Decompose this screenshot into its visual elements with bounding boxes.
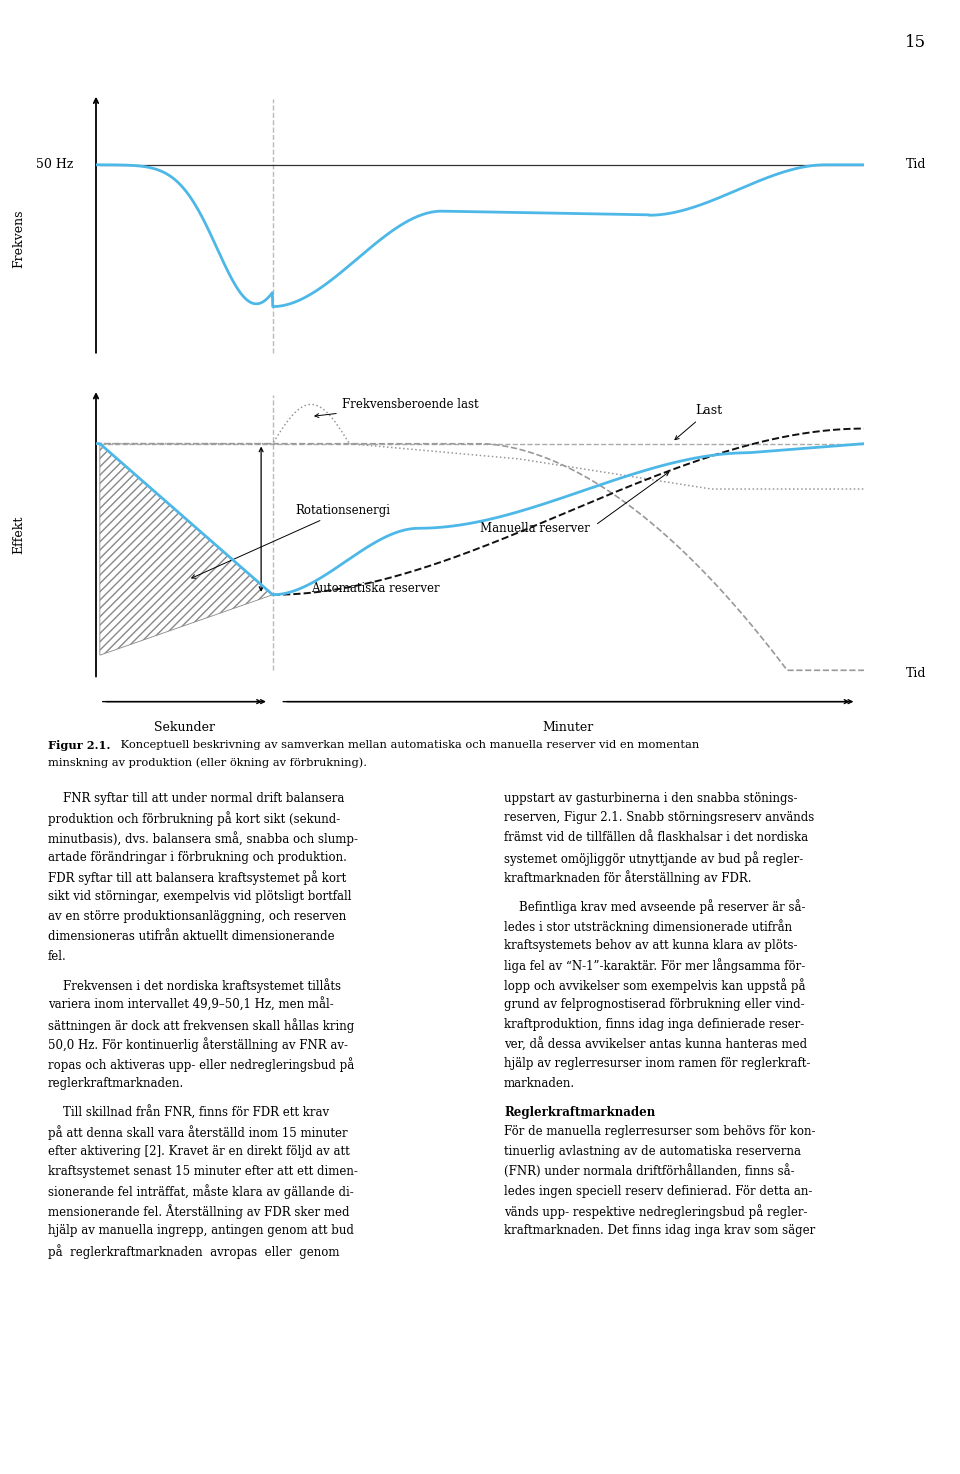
- Text: Konceptuell beskrivning av samverkan mellan automatiska och manuella reserver vi: Konceptuell beskrivning av samverkan mel…: [117, 740, 700, 750]
- Text: uppstart av gasturbinerna i den snabba stönings-: uppstart av gasturbinerna i den snabba s…: [504, 792, 798, 805]
- Text: Figur 2.1.: Figur 2.1.: [48, 740, 110, 750]
- Text: fel.: fel.: [48, 949, 67, 963]
- Text: 50,0 Hz. För kontinuerlig återställning av FNR av-: 50,0 Hz. För kontinuerlig återställning …: [48, 1038, 348, 1052]
- Text: på  reglerkraftmarknaden  avropas  eller  genom: på reglerkraftmarknaden avropas eller ge…: [48, 1244, 340, 1259]
- Text: Frekvensberoende last: Frekvensberoende last: [315, 398, 478, 417]
- Text: Minuter: Minuter: [542, 721, 594, 734]
- Text: sikt vid störningar, exempelvis vid plötsligt bortfall: sikt vid störningar, exempelvis vid plöt…: [48, 890, 351, 904]
- Text: liga fel av “N-1”-karaktär. För mer långsamma för-: liga fel av “N-1”-karaktär. För mer lång…: [504, 958, 805, 973]
- Text: Last: Last: [675, 404, 722, 439]
- Text: sättningen är dock att frekvensen skall hållas kring: sättningen är dock att frekvensen skall …: [48, 1017, 354, 1033]
- Text: systemet omöjliggör utnyttjande av bud på regler-: systemet omöjliggör utnyttjande av bud p…: [504, 850, 804, 865]
- Text: hjälp av manuella ingrepp, antingen genom att bud: hjälp av manuella ingrepp, antingen geno…: [48, 1223, 354, 1237]
- Text: av en större produktionsanläggning, och reserven: av en större produktionsanläggning, och …: [48, 909, 347, 923]
- Text: Tid: Tid: [906, 666, 926, 680]
- Text: ledes i stor utsträckning dimensionerade utifrån: ledes i stor utsträckning dimensionerade…: [504, 918, 792, 935]
- Text: Effekt: Effekt: [12, 514, 26, 554]
- Text: ledes ingen speciell reserv definierad. För detta an-: ledes ingen speciell reserv definierad. …: [504, 1185, 812, 1197]
- Text: minskning av produktion (eller ökning av förbrukning).: minskning av produktion (eller ökning av…: [48, 758, 367, 768]
- Text: artade förändringar i förbrukning och produktion.: artade förändringar i förbrukning och pr…: [48, 850, 347, 864]
- Text: hjälp av reglerresurser inom ramen för reglerkraft-: hjälp av reglerresurser inom ramen för r…: [504, 1057, 810, 1070]
- Text: Till skillnad från FNR, finns för FDR ett krav: Till skillnad från FNR, finns för FDR et…: [48, 1106, 329, 1120]
- Text: på att denna skall vara återställd inom 15 minuter: på att denna skall vara återställd inom …: [48, 1125, 348, 1141]
- Text: kraftsystemet senast 15 minuter efter att ett dimen-: kraftsystemet senast 15 minuter efter at…: [48, 1164, 358, 1178]
- Text: (FNR) under normala driftförhållanden, finns så-: (FNR) under normala driftförhållanden, f…: [504, 1164, 795, 1179]
- Text: vänds upp- respektive nedregleringsbud på regler-: vänds upp- respektive nedregleringsbud p…: [504, 1204, 807, 1219]
- Text: ropas och aktiveras upp- eller nedregleringsbud på: ropas och aktiveras upp- eller nedregler…: [48, 1057, 354, 1072]
- Text: sionerande fel inträffat, måste klara av gällande di-: sionerande fel inträffat, måste klara av…: [48, 1185, 353, 1200]
- Text: För de manuella reglerresurser som behövs för kon-: För de manuella reglerresurser som behöv…: [504, 1125, 815, 1138]
- Text: ver, då dessa avvikelser antas kunna hanteras med: ver, då dessa avvikelser antas kunna han…: [504, 1038, 807, 1051]
- Text: Reglerkraftmarknaden: Reglerkraftmarknaden: [504, 1106, 656, 1119]
- Text: Tid: Tid: [906, 158, 926, 171]
- Text: kraftproduktion, finns idag inga definierade reser-: kraftproduktion, finns idag inga definie…: [504, 1017, 804, 1030]
- Polygon shape: [100, 444, 273, 654]
- Text: Automatiska reserver: Automatiska reserver: [311, 582, 440, 595]
- Text: dimensioneras utifrån aktuellt dimensionerande: dimensioneras utifrån aktuellt dimension…: [48, 930, 335, 943]
- Text: Rotationsenergi: Rotationsenergi: [192, 504, 391, 578]
- Text: kraftsystemets behov av att kunna klara av plöts-: kraftsystemets behov av att kunna klara …: [504, 939, 798, 952]
- Text: kraftmarknaden. Det finns idag inga krav som säger: kraftmarknaden. Det finns idag inga krav…: [504, 1223, 815, 1237]
- Text: Frekvensen i det nordiska kraftsystemet tillåts: Frekvensen i det nordiska kraftsystemet …: [48, 979, 341, 993]
- Text: efter aktivering [2]. Kravet är en direkt följd av att: efter aktivering [2]. Kravet är en direk…: [48, 1145, 349, 1159]
- Text: Frekvens: Frekvens: [12, 209, 26, 268]
- Text: FDR syftar till att balansera kraftsystemet på kort: FDR syftar till att balansera kraftsyste…: [48, 871, 347, 886]
- Text: 15: 15: [905, 34, 926, 52]
- Text: FNR syftar till att under normal drift balansera: FNR syftar till att under normal drift b…: [48, 792, 345, 805]
- Text: lopp och avvikelser som exempelvis kan uppstå på: lopp och avvikelser som exempelvis kan u…: [504, 979, 805, 993]
- Text: variera inom intervallet 49,9–50,1 Hz, men mål-: variera inom intervallet 49,9–50,1 Hz, m…: [48, 998, 334, 1013]
- Text: grund av felprognostiserad förbrukning eller vind-: grund av felprognostiserad förbrukning e…: [504, 998, 804, 1011]
- Text: marknaden.: marknaden.: [504, 1077, 575, 1089]
- Text: minutbasis), dvs. balansera små, snabba och slump-: minutbasis), dvs. balansera små, snabba …: [48, 831, 358, 846]
- Text: Befintliga krav med avseende på reserver är så-: Befintliga krav med avseende på reserver…: [504, 899, 805, 914]
- Text: mensionerande fel. Återställning av FDR sker med: mensionerande fel. Återställning av FDR …: [48, 1204, 349, 1219]
- Text: Sekunder: Sekunder: [154, 721, 215, 734]
- Text: reserven, Figur 2.1. Snabb störningsreserv används: reserven, Figur 2.1. Snabb störningsrese…: [504, 811, 814, 824]
- Text: 50 Hz: 50 Hz: [36, 158, 73, 171]
- Text: produktion och förbrukning på kort sikt (sekund-: produktion och förbrukning på kort sikt …: [48, 811, 340, 825]
- Text: kraftmarknaden för återställning av FDR.: kraftmarknaden för återställning av FDR.: [504, 871, 752, 886]
- Text: främst vid de tillfällen då flaskhalsar i det nordiska: främst vid de tillfällen då flaskhalsar …: [504, 831, 808, 845]
- Text: tinuerlig avlastning av de automatiska reserverna: tinuerlig avlastning av de automatiska r…: [504, 1145, 801, 1159]
- Text: Manuella reserver: Manuella reserver: [480, 522, 589, 535]
- Text: reglerkraftmarknaden.: reglerkraftmarknaden.: [48, 1077, 184, 1089]
